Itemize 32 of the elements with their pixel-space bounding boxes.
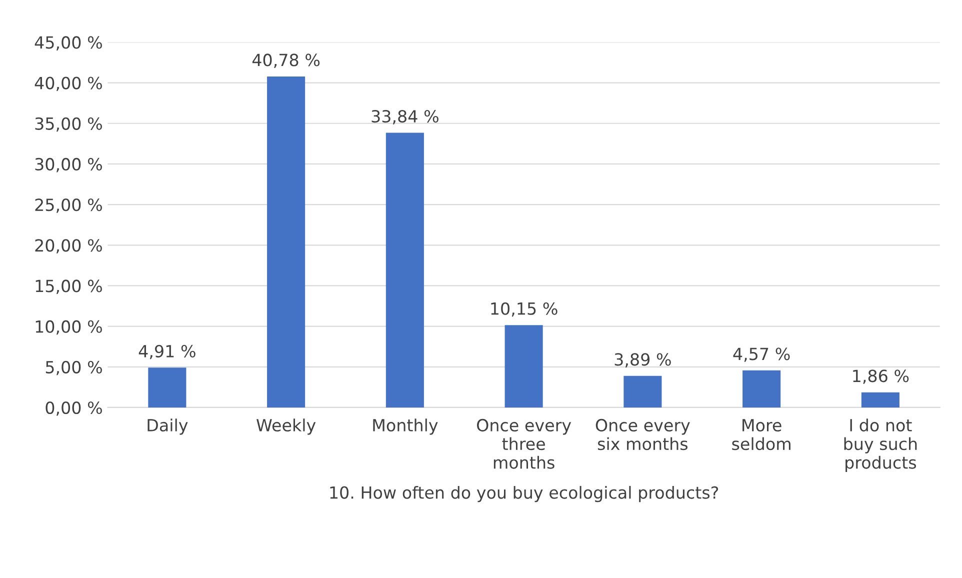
x-tick-label: More seldom	[732, 419, 790, 450]
y-tick-label: 5,00 %	[46, 360, 102, 376]
y-tick-label: 35,00 %	[35, 117, 102, 132]
x-tick-label: I do not buy such products	[844, 418, 917, 472]
bar	[148, 368, 186, 408]
y-tick-label: 0,00 %	[46, 401, 102, 416]
y-tick-label: 15,00 %	[36, 280, 102, 294]
x-tick-label: Once every six months	[596, 418, 690, 450]
data-label: 1,86 %	[853, 370, 909, 384]
y-tick-label: 45,00 %	[34, 36, 102, 50]
bar	[504, 325, 543, 408]
x-axis-title: 10. How often do you buy ecological products?	[330, 486, 718, 502]
data-label: 4,57 %	[733, 348, 790, 362]
data-label: 40,78 %	[252, 54, 320, 68]
x-tick-label: Weekly	[256, 418, 316, 435]
bar	[267, 76, 306, 408]
y-tick-label: 25,00 %	[35, 198, 102, 213]
data-label: 10,15 %	[491, 302, 558, 317]
bar	[624, 376, 662, 408]
x-tick-label: Daily	[148, 418, 188, 435]
bar	[861, 392, 900, 408]
y-tick-label: 40,00 %	[34, 76, 102, 92]
y-tick-label: 20,00 %	[35, 239, 102, 254]
x-tick-label: Once every three months	[477, 418, 572, 469]
data-label: 3,89 %	[614, 353, 671, 368]
data-label: 33,84 %	[372, 110, 438, 124]
y-tick-label: 10,00 %	[36, 320, 102, 335]
x-tick-label: Monthly	[373, 418, 438, 435]
y-tick-label: 30,00 %	[35, 158, 102, 172]
data-label: 4,91 %	[138, 344, 196, 360]
bar	[742, 370, 781, 408]
bar	[386, 132, 424, 408]
